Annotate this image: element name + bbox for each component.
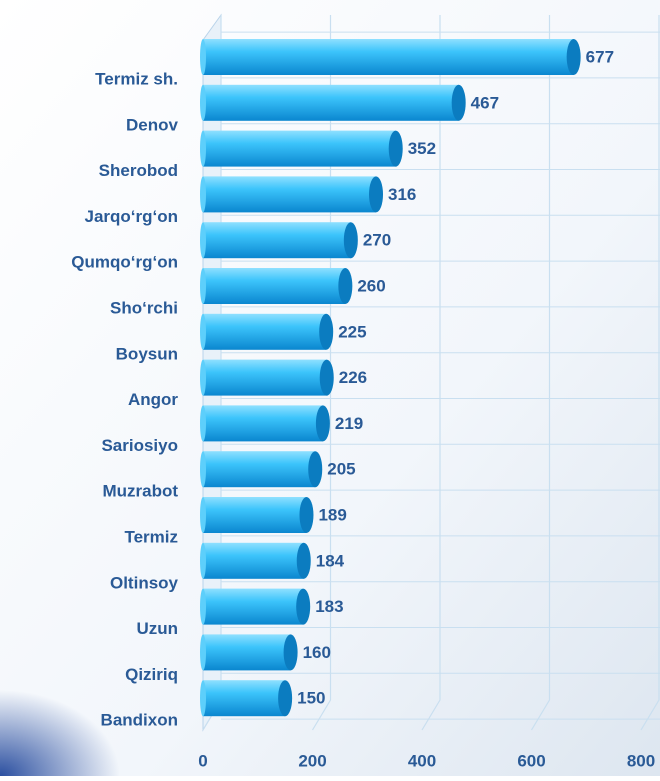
- data-label: 184: [316, 551, 345, 570]
- bar-cap: [315, 405, 330, 442]
- bar: [203, 176, 377, 213]
- data-label: 150: [297, 689, 325, 708]
- y-tick-label: Termiz sh.: [95, 69, 178, 88]
- y-tick-label: Boysun: [116, 344, 178, 363]
- bar-start: [200, 405, 206, 442]
- y-tick-label: Bandixon: [101, 711, 178, 730]
- bar-cap: [566, 39, 581, 75]
- data-label: 467: [471, 93, 499, 112]
- data-label: 226: [339, 368, 367, 387]
- data-label: 183: [315, 597, 343, 616]
- bar-cap: [308, 451, 323, 488]
- y-tick-label: Termiz: [124, 527, 178, 546]
- bar: [203, 588, 304, 625]
- bar: [203, 451, 316, 488]
- bar: [203, 542, 304, 579]
- bar-start: [200, 176, 206, 213]
- data-label: 270: [363, 231, 391, 250]
- data-label: 260: [357, 276, 385, 295]
- bar-start: [200, 313, 206, 350]
- y-tick-label: Muzrabot: [102, 482, 178, 501]
- bar-start: [200, 222, 206, 259]
- bar: [203, 634, 291, 671]
- bar: [203, 313, 327, 350]
- bar-cap: [451, 84, 466, 121]
- bar: [203, 130, 396, 167]
- x-tick-label: 400: [408, 751, 436, 770]
- data-label: 219: [335, 414, 363, 433]
- bar-start: [200, 542, 206, 579]
- y-tick-label: Sherobod: [99, 161, 178, 180]
- bar: [203, 497, 307, 533]
- bar-cap: [388, 130, 403, 167]
- bar-start: [200, 268, 206, 304]
- bar: [203, 222, 351, 259]
- bar-start: [200, 84, 206, 121]
- data-label: 316: [388, 185, 416, 204]
- bar-cap: [338, 268, 353, 304]
- y-tick-label: Denov: [126, 115, 179, 134]
- data-label: 352: [408, 139, 436, 158]
- y-tick-label: Sariosiyo: [101, 436, 178, 455]
- bar-cap: [296, 542, 311, 579]
- bar-cap: [369, 176, 384, 213]
- y-tick-label: Sho‘rchi: [110, 298, 178, 317]
- grid-line: [530, 15, 551, 731]
- y-tick-label: Uzun: [136, 619, 178, 638]
- x-tick-label: 800: [627, 751, 655, 770]
- bar: [203, 39, 574, 75]
- data-label: 677: [586, 47, 614, 66]
- bar-cap: [299, 497, 314, 533]
- bar-cap: [319, 313, 334, 350]
- corner-shade: [0, 690, 120, 776]
- bar-cap: [296, 588, 311, 625]
- x-tick-label: 0: [198, 751, 207, 770]
- bar-start: [200, 634, 206, 671]
- y-tick-label: Oltinsoy: [110, 573, 179, 592]
- x-tick-label: 600: [517, 751, 545, 770]
- bar-start: [200, 497, 206, 533]
- bar: [203, 405, 323, 442]
- bar: [203, 268, 346, 304]
- data-label: 189: [318, 505, 346, 524]
- bar-cap: [343, 222, 358, 259]
- bar-start: [200, 39, 206, 75]
- bar-start: [200, 451, 206, 488]
- y-tick-label: Qiziriq: [125, 665, 178, 684]
- bar-cap: [283, 634, 298, 671]
- bar-start: [200, 359, 206, 396]
- y-tick-label: Jarqo‘rg‘on: [84, 207, 178, 226]
- y-tick-label: Angor: [128, 390, 178, 409]
- y-tick-label: Qumqo‘rg‘on: [71, 253, 178, 272]
- bar: [203, 84, 459, 121]
- x-tick-label: 200: [298, 751, 326, 770]
- grid-line: [640, 15, 660, 731]
- bar: [203, 359, 327, 396]
- bar: [203, 680, 286, 717]
- bar-cap: [319, 359, 334, 396]
- data-label: 205: [327, 460, 355, 479]
- data-label: 160: [303, 643, 331, 662]
- bar-start: [200, 680, 206, 717]
- bar-start: [200, 130, 206, 167]
- data-label: 225: [338, 322, 366, 341]
- grid-line: [421, 15, 441, 731]
- bar-cap: [278, 680, 293, 717]
- bar-start: [200, 588, 206, 625]
